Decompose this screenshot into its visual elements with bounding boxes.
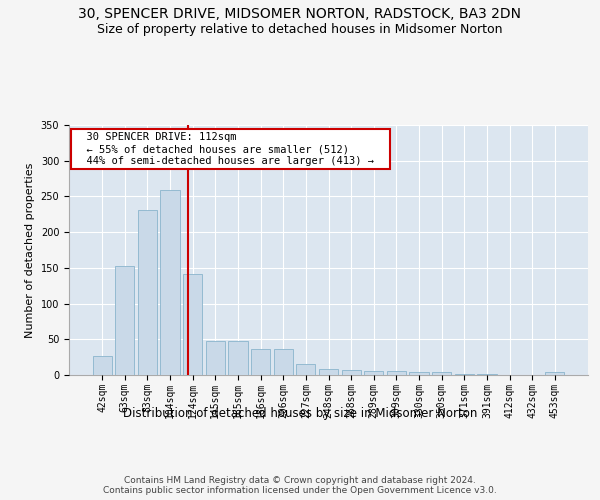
Bar xyxy=(409,372,428,375)
Bar xyxy=(387,372,406,375)
Text: Size of property relative to detached houses in Midsomer Norton: Size of property relative to detached ho… xyxy=(97,22,503,36)
Text: Distribution of detached houses by size in Midsomer Norton: Distribution of detached houses by size … xyxy=(123,408,477,420)
Bar xyxy=(92,356,112,375)
Bar xyxy=(364,370,383,375)
Bar xyxy=(455,374,474,375)
Bar xyxy=(432,372,451,375)
Bar xyxy=(545,372,565,375)
Bar xyxy=(319,368,338,375)
Bar xyxy=(138,210,157,375)
Y-axis label: Number of detached properties: Number of detached properties xyxy=(25,162,35,338)
Bar xyxy=(206,340,225,375)
Bar xyxy=(183,274,202,375)
Bar xyxy=(274,350,293,375)
Bar xyxy=(341,370,361,375)
Bar xyxy=(477,374,497,375)
Bar xyxy=(115,266,134,375)
Bar xyxy=(296,364,316,375)
Text: 30 SPENCER DRIVE: 112sqm  
  ← 55% of detached houses are smaller (512)  
  44% : 30 SPENCER DRIVE: 112sqm ← 55% of detach… xyxy=(74,132,386,166)
Bar xyxy=(251,350,270,375)
Text: Contains HM Land Registry data © Crown copyright and database right 2024.
Contai: Contains HM Land Registry data © Crown c… xyxy=(103,476,497,495)
Bar xyxy=(160,190,180,375)
Bar xyxy=(229,340,248,375)
Text: 30, SPENCER DRIVE, MIDSOMER NORTON, RADSTOCK, BA3 2DN: 30, SPENCER DRIVE, MIDSOMER NORTON, RADS… xyxy=(79,8,521,22)
